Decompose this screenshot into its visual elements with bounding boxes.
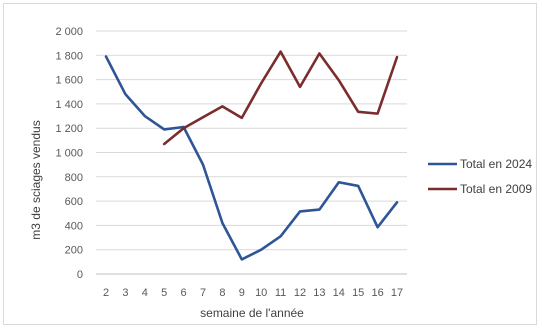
- x-tick-label: 13: [313, 287, 325, 299]
- x-tick-label: 6: [181, 287, 187, 299]
- x-tick-label: 4: [142, 287, 148, 299]
- x-tick-label: 7: [200, 287, 206, 299]
- legend-label: Total en 2009: [460, 182, 532, 196]
- x-tick-label: 11: [275, 287, 286, 299]
- x-axis-title: semaine de l'année: [200, 306, 304, 320]
- x-tick-label: 12: [294, 287, 306, 299]
- x-tick-label: 5: [161, 287, 167, 299]
- y-tick-label: 1 000: [55, 148, 83, 160]
- series-line-2: [162, 50, 399, 146]
- y-axis-ticks: 0 200 400 600 800 1 000 1 200 1 400 1 600 1 800 2 …: [55, 26, 83, 281]
- y-tick-label: 200: [65, 245, 83, 257]
- x-axis-ticks: 2 3 4 5 6 7 8 9 10 11 12 13 14 15 16 17: [103, 287, 403, 299]
- y-tick-label: 600: [65, 196, 83, 208]
- series-lines: [104, 50, 399, 261]
- x-tick-label: 3: [122, 287, 128, 299]
- y-tick-label: 400: [65, 220, 83, 232]
- y-tick-label: 1 800: [55, 50, 83, 62]
- x-tick-label: 9: [239, 287, 245, 299]
- y-tick-label: 0: [77, 269, 83, 281]
- y-tick-label: 2 000: [55, 26, 83, 38]
- legend-label: Total en 2024: [460, 157, 532, 171]
- x-tick-label: 8: [219, 287, 225, 299]
- x-tick-label: 15: [352, 287, 364, 299]
- y-tick-label: 800: [65, 172, 83, 184]
- series-line-1: [104, 55, 399, 261]
- legend: Total en 2024 Total en 2009: [428, 157, 532, 196]
- gridlines: [96, 30, 407, 251]
- y-tick-label: 1 600: [55, 75, 83, 87]
- x-tick-label: 10: [255, 287, 267, 299]
- y-tick-label: 1 400: [55, 99, 83, 111]
- x-tick-label: 16: [371, 287, 383, 299]
- y-axis-title: m3 de sciages vendus: [29, 120, 43, 239]
- y-tick-label: 1 200: [55, 123, 83, 135]
- x-tick-label: 2: [103, 287, 109, 299]
- x-tick-label: 14: [333, 287, 345, 299]
- x-tick-label: 17: [391, 287, 403, 299]
